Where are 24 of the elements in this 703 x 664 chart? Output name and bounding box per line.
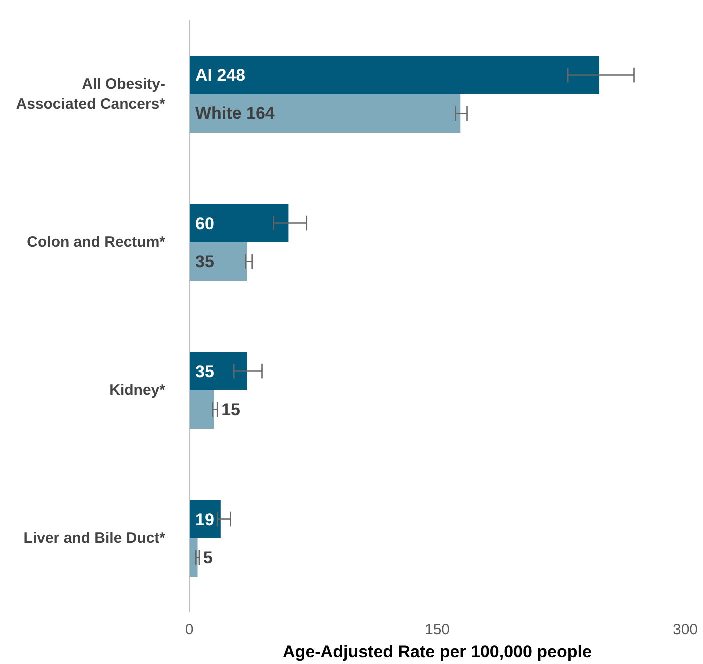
bar <box>190 56 600 94</box>
data-label: 15 <box>222 400 241 420</box>
bar <box>190 204 289 242</box>
data-label: 19 <box>196 510 214 530</box>
x-axis-title: Age-Adjusted Rate per 100,000 people <box>283 642 592 662</box>
y-tick-label: All Obesity-Associated Cancers* <box>16 76 166 114</box>
x-tick-label: 300 <box>672 622 698 638</box>
y-tick-label: Colon and Rectum* <box>27 234 166 251</box>
data-label: 35 <box>196 252 214 272</box>
y-tick-label: Liver and Bile Duct* <box>24 530 166 547</box>
y-tick-label: Kidney* <box>110 382 166 399</box>
x-tick-label: 0 <box>185 622 194 638</box>
bar <box>190 500 221 538</box>
data-label: 5 <box>203 548 213 568</box>
x-tick-label: 150 <box>424 622 450 638</box>
bar <box>190 538 198 577</box>
data-label: 35 <box>196 362 214 382</box>
bar <box>190 352 248 390</box>
data-label: AI 248 <box>196 66 246 85</box>
bar <box>190 94 461 133</box>
data-label: 60 <box>196 214 214 234</box>
bar <box>190 390 214 429</box>
bar <box>190 242 248 281</box>
data-label: White 164 <box>196 104 276 124</box>
